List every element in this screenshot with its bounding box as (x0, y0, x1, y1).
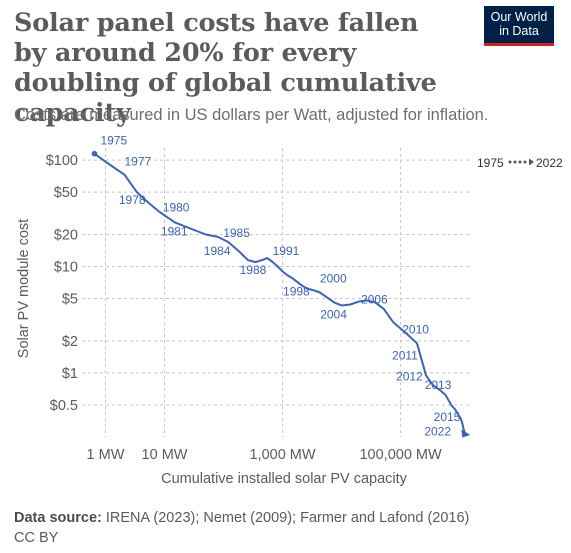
year-label: 1985 (223, 226, 250, 240)
year-label: 1977 (125, 155, 152, 169)
y-tick-label: $0.5 (50, 398, 78, 414)
y-tick-label: $100 (46, 153, 78, 169)
year-label: 2022 (424, 424, 451, 438)
y-tick-label: $10 (54, 260, 78, 276)
data-source-text: IRENA (2023); Nemet (2009); Farmer and L… (105, 510, 470, 526)
year-label: 2004 (320, 307, 347, 321)
x-tick-label: 1,000 MW (249, 447, 315, 463)
year-label: 2011 (392, 348, 418, 362)
series-end-arrow (461, 429, 471, 438)
year-label: 2015 (434, 410, 461, 424)
year-label: 2013 (425, 378, 452, 392)
data-source-label: Data source: (14, 510, 102, 526)
logo-line-1: Our World (490, 10, 548, 24)
year-label: 2006 (361, 292, 388, 306)
year-label: 2000 (320, 272, 347, 286)
data-source: Data source: IRENA (2023); Nemet (2009);… (14, 508, 469, 528)
series-start-point (91, 150, 98, 157)
y-tick-label: $20 (54, 227, 78, 243)
owid-logo[interactable]: Our World in Data (484, 6, 554, 46)
x-axis-title: Cumulative installed solar PV capacity (161, 471, 408, 487)
y-tick-label: $2 (62, 334, 78, 350)
license[interactable]: CC BY (14, 530, 59, 546)
y-tick-label: $50 (54, 185, 78, 201)
year-label: 1978 (119, 193, 146, 207)
legend-dot (523, 160, 527, 164)
year-label: 1981 (161, 224, 188, 238)
y-tick-label: $5 (62, 292, 78, 308)
legend-start-year: 1975 (477, 156, 504, 170)
legend-end-year: 2022 (536, 156, 563, 170)
year-label: 1988 (240, 263, 267, 277)
year-label: 2010 (402, 322, 429, 336)
year-label: 1984 (204, 244, 231, 258)
chart-subtitle: Costs are measured in US dollars per Wat… (14, 106, 489, 124)
year-label: 1998 (283, 285, 310, 299)
x-tick-label: 1 MW (87, 447, 125, 463)
legend-arrow (529, 158, 534, 166)
x-tick-label: 100,000 MW (359, 447, 442, 463)
legend-dot (508, 160, 512, 164)
chart-title: Solar panel costs have fallen by around … (14, 8, 437, 128)
y-tick-label: $1 (62, 366, 78, 382)
y-axis-title: Solar PV module cost (16, 219, 32, 358)
year-label: 1980 (163, 200, 190, 214)
year-label: 2012 (396, 369, 423, 383)
year-label: 1991 (273, 244, 300, 258)
logo-line-2: in Data (499, 23, 539, 38)
legend-dot (518, 160, 522, 164)
x-tick-label: 10 MW (142, 447, 188, 463)
chart-svg: $100 $50 $20 $10 $5 $2 $1 $0.5 1 MW 10 MW 1,000 MW… (16, 134, 563, 487)
legend-dot (513, 160, 517, 164)
series-line (93, 152, 467, 434)
year-label: 1975 (100, 134, 127, 148)
